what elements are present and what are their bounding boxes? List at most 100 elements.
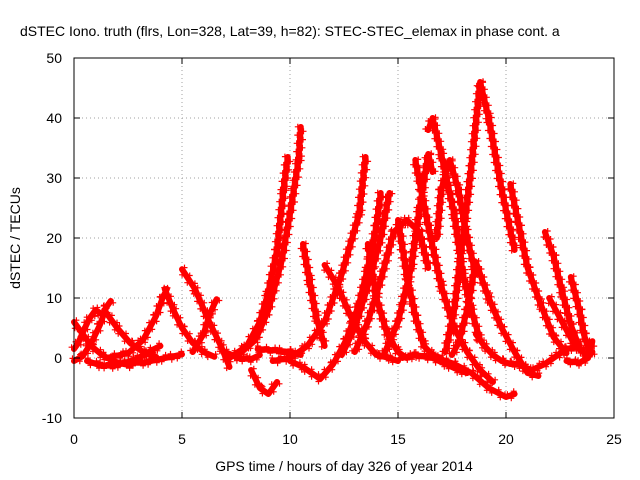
- data-point-marker: [422, 126, 429, 132]
- data-point-marker: [548, 352, 555, 359]
- data-point-marker: [415, 312, 422, 319]
- data-point-marker: [278, 242, 285, 249]
- data-point-marker: [483, 340, 490, 347]
- data-point-marker: [544, 228, 551, 234]
- series-10-markers: [187, 297, 223, 354]
- data-point-marker: [164, 284, 171, 291]
- data-point-marker: [447, 170, 454, 177]
- data-point-marker: [423, 197, 430, 204]
- data-point-marker: [304, 281, 311, 288]
- data-point-marker: [489, 151, 496, 158]
- data-point-marker: [453, 311, 460, 318]
- data-point-marker: [292, 347, 299, 354]
- data-point-marker: [277, 353, 284, 360]
- data-point-marker: [87, 362, 94, 369]
- data-point-marker: [153, 359, 160, 366]
- data-point-marker: [406, 270, 413, 277]
- data-point-marker: [220, 341, 227, 348]
- data-point-marker: [439, 207, 446, 214]
- data-point-marker: [284, 210, 290, 217]
- data-point-marker: [325, 274, 332, 281]
- data-point-marker: [432, 218, 439, 225]
- data-point-marker: [560, 351, 567, 358]
- data-point-marker: [577, 298, 584, 304]
- data-point-marker: [439, 296, 446, 303]
- data-point-marker: [207, 319, 214, 326]
- data-point-marker: [443, 355, 450, 362]
- data-point-marker: [513, 227, 520, 234]
- data-point-marker: [507, 358, 514, 364]
- data-point-marker: [262, 288, 269, 295]
- data-point-marker: [381, 252, 388, 259]
- data-point-marker: [453, 349, 460, 356]
- data-point-marker: [445, 162, 452, 169]
- data-point-marker: [471, 306, 478, 313]
- data-point-marker: [331, 351, 338, 358]
- data-point-marker: [466, 347, 473, 354]
- series-33-line: [507, 181, 570, 357]
- data-point-marker: [93, 357, 100, 364]
- data-point-marker: [385, 357, 392, 364]
- data-point-marker: [212, 351, 219, 358]
- data-point-marker: [378, 323, 385, 330]
- data-point-marker: [294, 132, 301, 139]
- data-point-marker: [472, 90, 479, 97]
- data-point-marker: [324, 320, 330, 327]
- data-point-marker: [191, 340, 198, 347]
- data-point-marker: [352, 214, 359, 221]
- data-point-marker: [476, 381, 483, 388]
- data-point-marker: [582, 322, 589, 329]
- series-6-markers: [101, 305, 158, 363]
- data-point-marker: [561, 310, 568, 317]
- data-point-marker: [383, 223, 389, 230]
- data-point-marker: [339, 343, 346, 349]
- data-point-marker: [359, 276, 365, 283]
- data-point-marker: [543, 363, 550, 370]
- data-point-marker: [272, 230, 279, 237]
- data-point-marker: [464, 223, 471, 230]
- data-point-marker: [449, 298, 456, 305]
- data-point-marker: [106, 319, 113, 326]
- data-point-marker: [204, 327, 211, 334]
- data-point-marker: [108, 312, 115, 319]
- data-point-marker: [411, 295, 418, 302]
- data-point-marker: [477, 91, 483, 98]
- data-point-marker: [332, 274, 339, 281]
- data-point-marker: [553, 301, 560, 308]
- data-point-marker: [452, 239, 459, 246]
- data-point-marker: [396, 301, 403, 308]
- data-point-marker: [513, 242, 520, 249]
- data-point-marker: [355, 292, 362, 299]
- data-point-marker: [347, 341, 354, 348]
- data-point-marker: [471, 264, 478, 270]
- data-point-marker: [321, 267, 328, 274]
- data-point-marker: [422, 184, 429, 191]
- data-point-marker: [280, 263, 287, 270]
- data-point-marker: [469, 320, 476, 327]
- data-point-marker: [487, 110, 494, 117]
- data-point-marker: [392, 233, 399, 240]
- data-point-marker: [388, 249, 395, 256]
- data-point-marker: [453, 191, 460, 198]
- data-point-marker: [574, 311, 581, 318]
- data-point-marker: [546, 331, 553, 337]
- data-point-marker: [301, 368, 308, 375]
- data-point-marker: [398, 216, 404, 223]
- data-point-marker: [558, 338, 564, 345]
- data-point-marker: [454, 250, 461, 257]
- data-point-marker: [479, 364, 486, 371]
- data-point-marker: [78, 350, 85, 357]
- data-point-marker: [328, 308, 335, 314]
- data-point-marker: [401, 275, 408, 282]
- data-point-marker: [149, 326, 156, 333]
- data-point-marker: [455, 295, 462, 302]
- data-point-marker: [396, 323, 403, 330]
- data-point-marker: [479, 344, 485, 351]
- data-point-marker: [181, 264, 188, 271]
- data-point-marker: [460, 202, 467, 209]
- data-point-marker: [470, 114, 477, 121]
- data-point-marker: [568, 313, 575, 319]
- data-point-marker: [373, 273, 379, 280]
- data-point-marker: [462, 239, 469, 246]
